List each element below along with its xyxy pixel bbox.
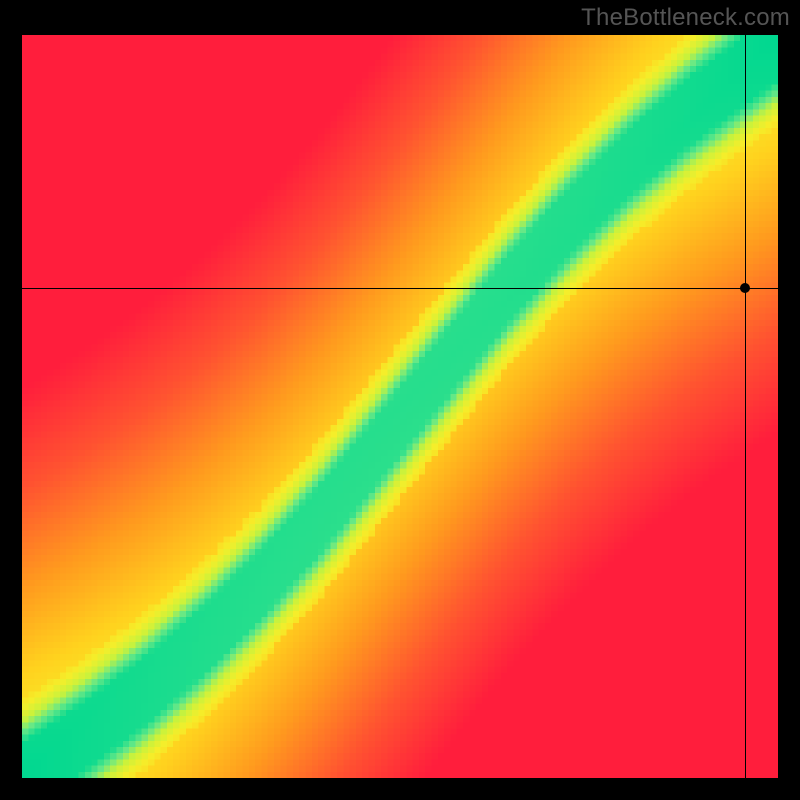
watermark-label: TheBottleneck.com — [581, 4, 790, 32]
crosshair-point — [740, 283, 750, 293]
chart-container: TheBottleneck.com — [0, 0, 800, 800]
heatmap-canvas — [22, 35, 778, 778]
heatmap-plot — [22, 35, 778, 778]
crosshair-vertical — [745, 35, 746, 778]
crosshair-horizontal — [22, 288, 778, 289]
